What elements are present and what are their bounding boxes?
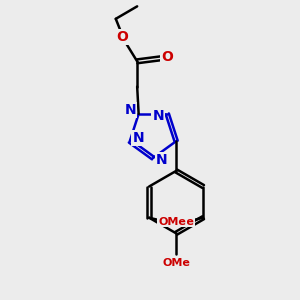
Text: OMe: OMe (158, 217, 186, 226)
Text: N: N (153, 109, 164, 123)
Text: O: O (116, 30, 128, 44)
Text: N: N (132, 130, 144, 145)
Text: OMe: OMe (166, 217, 194, 226)
Text: OMe: OMe (162, 258, 190, 268)
Text: N: N (156, 153, 168, 167)
Text: N: N (124, 103, 136, 117)
Text: O: O (161, 50, 173, 64)
